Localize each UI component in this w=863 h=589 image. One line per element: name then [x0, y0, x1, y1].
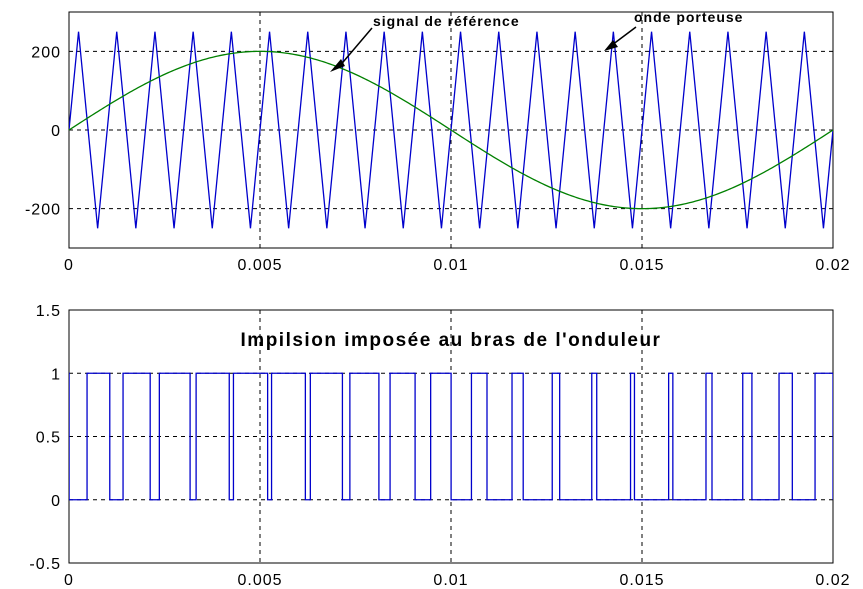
bottom-grid: [69, 310, 833, 563]
bottom-plot: -0.500.511.5 0 0.005 0.01 0.015 0.02 Impilsi…: [29, 303, 850, 589]
series-reference-line: [69, 50, 833, 210]
top-y-tick-label: -200: [25, 202, 61, 219]
top-x-tick-label: 0.015: [619, 257, 664, 274]
annotation-arrow-carrier: [611, 26, 637, 46]
bottom-x-tick-label: 0.015: [619, 572, 664, 589]
bottom-plot-title: Impilsion imposée au bras de l'onduleur: [241, 330, 662, 351]
top-plot: -200 0 200 0 0.005 0.01 0.015 0.02 signal de r…: [25, 9, 850, 274]
top-x-tick-label: 0.005: [237, 257, 282, 274]
annotation-arrow-reference: [337, 27, 373, 69]
bottom-y-tick-label: -0.5: [29, 556, 61, 573]
annotation-arrowhead-carrier: [604, 40, 618, 51]
bottom-x-tick-labels: 0 0.005 0.01 0.015 0.02: [64, 572, 850, 589]
bottom-x-tick-label: 0.01: [433, 572, 468, 589]
bottom-x-tick-label: 0.02: [815, 572, 850, 589]
bottom-y-tick-label: 0: [51, 493, 61, 510]
top-x-tick-label: 0: [64, 257, 74, 274]
bottom-y-tick-labels: -0.5 0 0.5 1 1.5: [29, 303, 61, 573]
bottom-y-tick-label: 1: [51, 366, 61, 383]
bottom-y-tick-label: 0.5: [36, 430, 61, 447]
bottom-series: [69, 372, 833, 501]
top-y-tick-labels: -200 0 200: [25, 44, 61, 219]
series-pwm-line: [69, 372, 833, 501]
annotation-carrier-label: onde porteuse: [634, 9, 743, 25]
top-annotations: signal de référence onde porteuse: [330, 9, 743, 72]
top-y-tick-label: 200: [31, 44, 61, 61]
annotation-reference-label: signal de référence: [373, 13, 520, 29]
top-x-tick-label: 0.02: [815, 257, 850, 274]
annotation-arrowhead-reference: [330, 59, 345, 72]
top-x-tick-labels: 0 0.005 0.01 0.015 0.02: [64, 257, 850, 274]
top-y-tick-label: 0: [51, 123, 61, 140]
top-x-tick-label: 0.01: [433, 257, 468, 274]
bottom-x-tick-label: 0.005: [237, 572, 282, 589]
top-series: [69, 31, 833, 229]
bottom-x-tick-label: 0: [64, 572, 74, 589]
bottom-y-tick-label: 1.5: [36, 303, 61, 320]
